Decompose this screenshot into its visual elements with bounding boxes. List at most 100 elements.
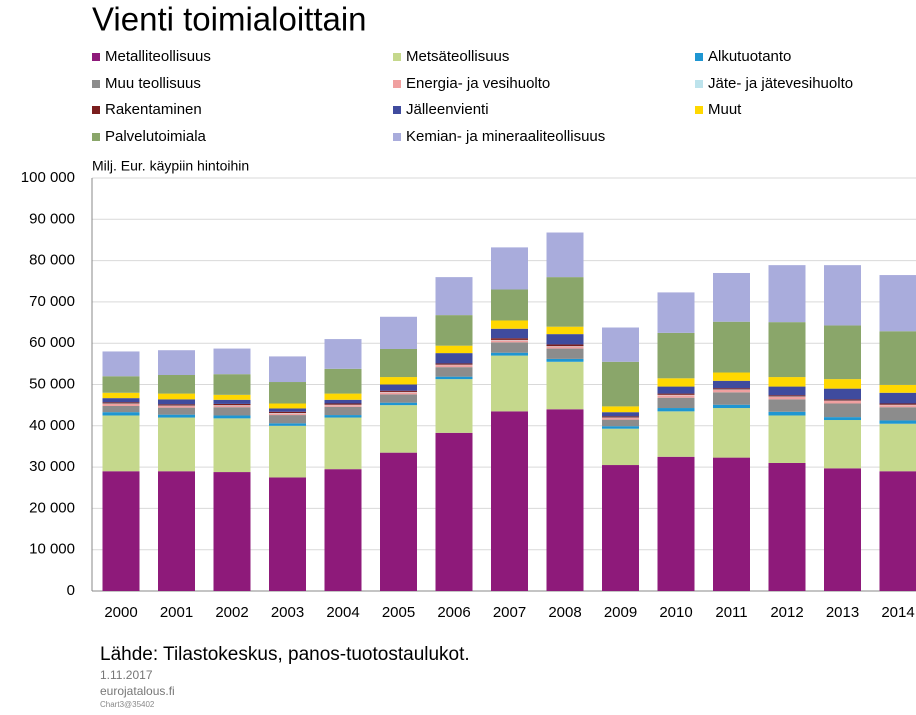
bar-segment [269, 425, 306, 478]
bar-segment [657, 408, 695, 412]
x-tick-label: 2007 [493, 604, 526, 621]
legend-label: Energia- ja vesihuolto [406, 75, 550, 92]
x-tick-label: 2011 [715, 604, 747, 621]
y-tick-label: 30 000 [29, 458, 75, 475]
bar-segment [546, 334, 584, 345]
bar-segment [713, 457, 750, 591]
legend-label: Muu teollisuus [105, 75, 201, 92]
bar-segment [380, 402, 417, 406]
bar-segment [102, 392, 140, 399]
legend-label: Jäte- ja jätevesihuolto [708, 75, 853, 92]
bar-segment [602, 327, 639, 362]
bar-segment [213, 472, 251, 591]
bar-segment [158, 404, 195, 406]
bar-segment [380, 348, 417, 378]
footer-id: Chart3@35402 [100, 700, 155, 709]
bar-segment [824, 379, 861, 389]
bar-segment [768, 377, 806, 387]
bar-segment [435, 353, 473, 364]
bar-segment [546, 344, 584, 347]
legend-swatch [393, 133, 401, 141]
bar-segment [491, 352, 528, 356]
x-tick-label: 2014 [881, 604, 914, 621]
bar-segment [657, 393, 695, 395]
legend-label: Metsäteollisuus [406, 48, 509, 65]
bar-segment [713, 388, 750, 390]
bar-segment [713, 392, 750, 405]
bar-segment [324, 368, 362, 394]
y-tick-label: 40 000 [29, 417, 75, 434]
bar-segment [213, 348, 251, 375]
bar-segment [713, 272, 750, 322]
bar-segment [491, 411, 528, 591]
bar-segment [491, 289, 528, 321]
bar-segment [491, 342, 528, 353]
bar-segment [269, 356, 306, 383]
bar-segment [768, 322, 806, 378]
bar-segment [213, 403, 251, 406]
bar-segment [657, 292, 695, 333]
bar-segment [824, 399, 861, 401]
x-tick-label: 2010 [659, 604, 692, 621]
legend-swatch [695, 106, 703, 114]
legend-label: Palvelutoimiala [105, 128, 207, 145]
bar-segment [380, 316, 417, 349]
bar-segment [213, 399, 251, 404]
bar-segment [102, 398, 140, 403]
bar-segment [602, 428, 639, 466]
legend-label: Rakentaminen [105, 101, 202, 118]
bar-segment [324, 415, 362, 418]
bar-segment [158, 471, 195, 591]
x-tick-label: 2013 [826, 604, 859, 621]
bar-segment [269, 382, 306, 404]
y-tick-label: 70 000 [29, 293, 75, 310]
bar-segment [324, 339, 362, 369]
bar-segment [324, 406, 362, 416]
bar-segment [879, 407, 916, 421]
bar-segment [657, 386, 695, 394]
bar-segment [657, 395, 695, 398]
bar-segment [269, 403, 306, 409]
bar-segment [768, 415, 806, 463]
legend-label: Kemian- ja mineraaliteollisuus [406, 128, 605, 145]
bar-segment [657, 332, 695, 379]
bar-segment [435, 367, 473, 377]
x-tick-label: 2005 [382, 604, 415, 621]
bar-segment [768, 386, 806, 396]
bar-segment [380, 405, 417, 453]
bar-segment [158, 393, 195, 400]
bar-segment [824, 325, 861, 380]
bar-segment [491, 338, 528, 340]
bar-segment [546, 409, 584, 591]
bar-segment [435, 365, 473, 368]
bar-segment [102, 405, 140, 413]
bar-segment [102, 376, 140, 393]
legend-swatch [92, 106, 100, 114]
y-tick-label: 80 000 [29, 252, 75, 269]
bar-segment [879, 384, 916, 393]
bar-segment [824, 420, 861, 469]
bar-segment [213, 415, 251, 419]
bar-segment [824, 265, 861, 326]
bar-segment [768, 411, 806, 416]
bar-segment [491, 355, 528, 412]
legend-swatch [393, 80, 401, 88]
bar-segment [269, 477, 306, 591]
bar-segment [158, 414, 195, 418]
bar-segment [879, 471, 916, 591]
bar-segment [657, 397, 695, 409]
legend-swatch [92, 80, 100, 88]
legend-swatch [695, 80, 703, 88]
y-tick-label: 60 000 [29, 334, 75, 351]
y-tick-label: 0 [67, 582, 75, 599]
bar-segment [602, 412, 639, 417]
bar-segment [269, 415, 306, 424]
bar-segment [602, 361, 639, 407]
bar-segment [768, 399, 806, 412]
bar-segment [602, 426, 639, 429]
bar-segment [213, 374, 251, 395]
bar-segment [324, 403, 362, 405]
bar-segment [824, 417, 861, 421]
bar-segment [269, 423, 306, 426]
bar-segment [824, 388, 861, 400]
